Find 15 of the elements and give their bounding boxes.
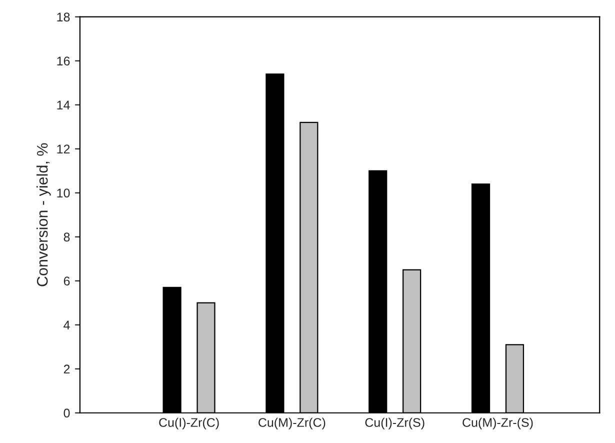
y-tick-label: 18: [57, 12, 70, 22]
x-tick-label: Cu(I)-Zr(S): [365, 418, 424, 430]
y-tick-label: 2: [64, 364, 70, 374]
y-tick-label: 10: [57, 188, 70, 198]
y-tick-label: 6: [64, 276, 70, 286]
x-tick-label: Cu(M)-Zr-(S): [462, 418, 533, 430]
y-tick-label: 12: [57, 144, 70, 154]
y-tick-label: 16: [57, 56, 70, 66]
x-tick-label: Cu(M)-Zr(C): [258, 418, 326, 430]
y-axis-title: Conversion - yield, %: [36, 143, 51, 286]
y-tick-label: 14: [57, 100, 70, 110]
y-tick-label: 8: [64, 232, 70, 242]
y-tick-label: 4: [64, 320, 70, 330]
y-tick-label: 0: [64, 408, 70, 418]
x-tick-label: Cu(I)-Zr(C): [159, 418, 219, 430]
